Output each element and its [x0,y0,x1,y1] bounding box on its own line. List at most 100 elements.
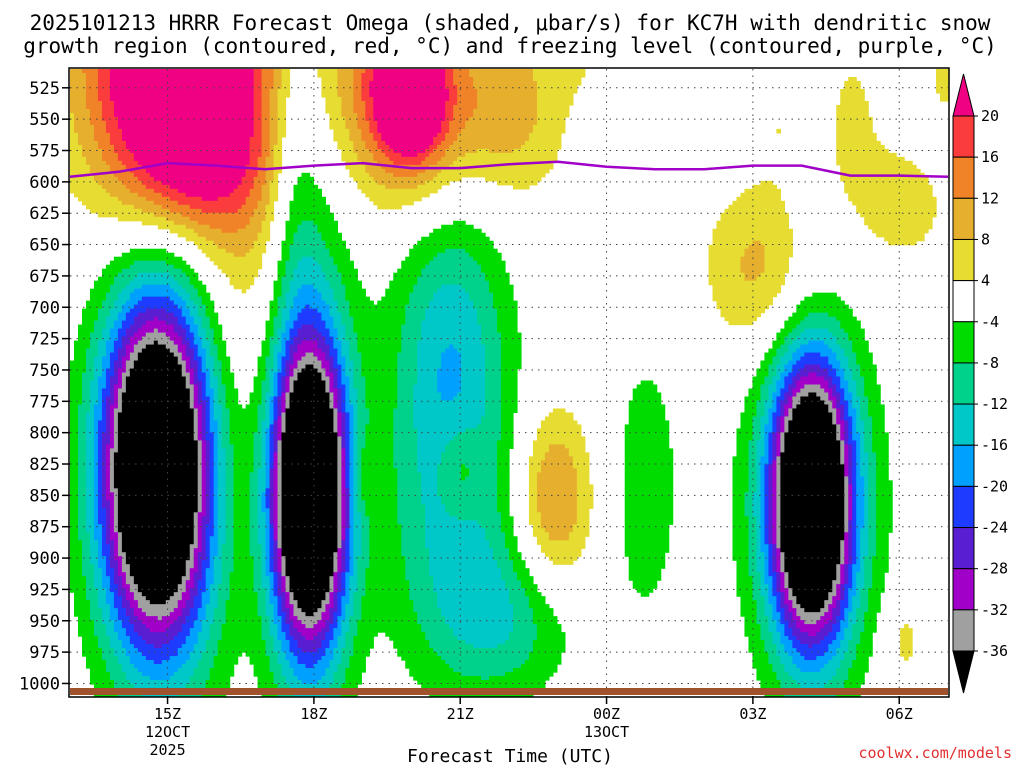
omega-shade-cell [93,504,99,509]
omega-shade-cell [353,96,362,102]
omega-shade-cell [341,588,346,593]
omega-shade-cell [281,420,287,426]
omega-shade-cell [337,556,342,561]
omega-shade-cell [792,408,829,414]
omega-shade-cell [265,476,271,481]
omega-shade-cell [469,69,534,74]
omega-shade-cell [341,500,346,505]
omega-shade-cell [213,616,227,621]
omega-shade-cell [868,516,877,521]
omega-shade-cell [868,540,877,545]
omega-shade-cell [273,492,279,497]
omega-shade-cell [852,460,857,465]
omega-shade-cell [81,560,91,565]
omega-shade-cell [768,492,773,497]
omega-shade-cell [856,424,865,430]
omega-shade-cell [337,552,342,557]
omega-shade-cell [497,464,510,469]
omega-shade-cell [205,436,215,441]
omega-shade-cell [281,348,287,354]
omega-shade-cell [397,388,414,394]
omega-shade-cell [85,476,95,481]
omega-shade-cell [864,440,873,445]
omega-shade-cell [201,604,207,609]
omega-shade-cell [197,232,259,238]
omega-shade-cell [429,144,438,150]
omega-shade-cell [101,452,107,457]
omega-shade-cell [297,364,307,370]
omega-shade-cell [273,292,283,298]
omega-shade-cell [417,464,438,469]
omega-shade-cell [732,480,750,485]
omega-shade-cell [353,320,406,326]
omega-shade-cell [505,532,514,537]
omega-shade-cell [269,148,275,154]
omega-shade-cell [185,560,195,565]
omega-shade-cell [249,504,259,509]
omega-shade-cell [70,424,79,430]
omega-shade-cell [365,104,374,110]
omega-shade-cell [536,100,574,106]
omega-shade-cell [321,92,338,98]
omega-shade-cell [293,592,327,597]
omega-shade-cell [97,316,107,322]
omega-shade-cell [840,384,849,390]
omega-shade-cell [784,612,793,617]
omega-shade-cell [281,576,287,581]
omega-shade-cell [205,400,211,406]
omega-shade-cell [205,356,215,362]
omega-shade-cell [281,388,287,394]
omega-shade-cell [193,580,199,585]
omega-shade-cell [864,448,873,453]
omega-shade-cell [193,300,203,306]
omega-shade-cell [720,312,762,318]
omega-shade-cell [85,356,95,362]
omega-shade-cell [173,220,199,226]
omega-shade-cell [117,396,123,402]
omega-shade-cell [285,324,295,330]
omega-shade-cell [285,272,295,278]
omega-shade-cell [261,544,267,549]
omega-shade-cell [269,552,275,557]
omega-shade-cell [265,604,275,609]
omega-shade-cell [485,352,502,358]
omega-shade-cell [485,348,502,354]
omega-shade-cell [205,540,211,545]
omega-shade-cell [413,416,482,422]
omega-shade-cell [860,460,869,465]
omega-shade-cell [840,600,849,605]
omega-shade-cell [876,500,893,505]
omega-shade-cell [93,528,103,533]
omega-shade-cell [844,404,849,410]
omega-shade-cell [233,468,255,473]
omega-shade-cell [109,564,119,569]
omega-shade-cell [289,368,295,374]
omega-shade-cell [297,332,323,338]
omega-shade-cell [101,480,107,485]
omega-shade-cell [469,296,494,302]
omega-shade-cell [840,444,845,449]
omega-shade-cell [265,204,275,210]
omega-shade-cell [413,600,438,605]
omega-shade-cell [281,532,338,537]
omega-shade-cell [345,592,350,597]
omega-shade-cell [784,616,793,621]
omega-shade-cell [353,364,362,370]
omega-shade-cell [253,116,263,122]
omega-shade-cell [485,272,510,278]
omega-shade-cell [169,336,183,342]
omega-shade-cell [844,596,849,601]
omega-shade-cell [233,492,251,497]
omega-shade-cell [325,324,334,330]
omega-shade-cell [337,560,342,565]
omega-shade-cell [768,408,777,414]
omega-shade-cell [93,572,103,577]
omega-shade-cell [201,368,211,374]
omega-shade-cell [564,444,586,449]
omega-shade-cell [125,364,135,370]
omega-shade-cell [732,488,750,493]
omega-shade-cell [265,544,271,549]
omega-shade-cell [501,348,522,354]
omega-shade-cell [337,376,342,382]
omega-shade-cell [273,572,279,577]
